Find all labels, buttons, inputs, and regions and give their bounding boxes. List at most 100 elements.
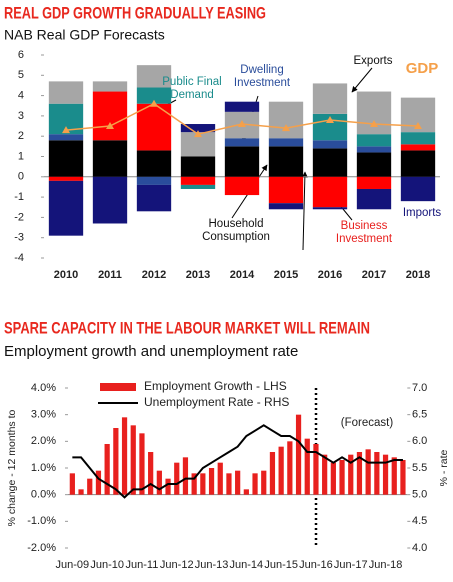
bar [365,449,371,495]
x-tick-label: 2010 [54,269,78,281]
bar [312,176,348,208]
bar [136,184,172,212]
bar [382,454,389,495]
bar [92,176,128,224]
bar [356,152,392,177]
bar [313,444,319,495]
bar [374,452,380,495]
bar [268,146,304,177]
legend-label: Unemployment Rate - RHS [144,395,289,409]
bar [287,441,293,495]
y-tick-label: 1 [18,150,24,162]
y-tick-label: -4 [14,252,24,264]
bar [268,101,304,139]
y-tick-label: 3 [18,110,24,122]
y2-tick-label: 5.5 [412,462,427,474]
bar [180,184,216,189]
bar [217,462,223,495]
x-tick-label: 2016 [318,269,342,281]
bar [243,489,249,495]
x-tick-label: Jun-17 [334,559,368,571]
bar [78,489,84,495]
bar [92,91,128,141]
arrow [301,171,308,251]
bar [224,146,260,177]
bar [104,444,110,495]
bar [136,87,172,104]
forecast-label: (Forecast) [341,417,394,429]
y-tick-label: 4.0% [31,382,56,394]
bar [136,176,172,185]
bar [356,91,392,135]
bar [224,176,260,196]
x-tick-label: Jun-10 [90,559,124,571]
bar [139,433,145,495]
x-tick-label: Jun-13 [195,559,229,571]
y2-tick-label: 5.0 [412,489,427,501]
marker [414,122,422,130]
bar [268,203,304,210]
x-tick-label: 2015 [274,269,298,281]
y2-tick-label: 6.0 [412,435,427,447]
x-tick-label: 2012 [142,269,166,281]
y2-tick-label: 6.5 [412,409,427,421]
bar [165,478,171,495]
bar [182,457,189,495]
x-tick-label: Jun-15 [264,559,298,571]
bar [113,428,119,495]
annotation: Exports [353,55,393,67]
bar [180,124,216,133]
bar [356,452,363,495]
y-tick-label: -2 [14,211,24,223]
x-tick-label: Jun-12 [160,559,194,571]
y-tick-label: 3.0% [31,409,56,421]
y-tick-label: -1 [14,191,24,203]
annotation: Household Consumption [202,218,270,243]
x-tick-label: Jun-16 [299,559,333,571]
bar [400,150,436,177]
bar [268,176,304,204]
y-tick-label: -3 [14,232,24,244]
annotation: Business Investment [335,220,393,245]
bar [339,460,345,495]
bar [295,414,302,495]
annotation: Public Final Demand [162,76,222,101]
bar [304,438,310,495]
bar [95,470,102,495]
y2-tick-label: 7.0 [412,382,427,394]
bar [180,176,216,185]
x-tick-label: Jun-14 [230,559,264,571]
bar [252,473,258,495]
bar [92,81,128,92]
bar [156,470,162,495]
y-tick-label: -2.0% [27,542,56,554]
bar [322,454,328,495]
bar [356,146,392,153]
chart-subtitle: NAB Real GDP Forecasts [4,27,165,43]
y-tick-label: 4 [18,90,24,102]
bar [136,65,172,88]
chart-subtitle: Employment growth and unemployment rate [4,343,298,360]
y-tick-label: 5 [18,69,24,81]
x-tick-label: 2011 [98,269,122,281]
y-tick-label: 6 [18,49,24,61]
bar [268,138,304,147]
marker [282,124,290,132]
bar [261,470,267,495]
bar [136,150,172,177]
bar [400,460,406,495]
legend-label: Employment Growth - LHS [144,379,287,393]
y-tick-label: 2.0% [31,435,56,447]
bar [87,478,93,495]
bar [278,446,284,495]
bar [312,140,348,149]
bar [121,417,128,495]
bar [69,473,75,495]
y-tick-label: 1.0% [31,462,56,474]
bar [224,101,260,112]
bar [400,132,436,145]
x-tick-label: Jun-18 [369,559,403,571]
bar [92,140,128,177]
